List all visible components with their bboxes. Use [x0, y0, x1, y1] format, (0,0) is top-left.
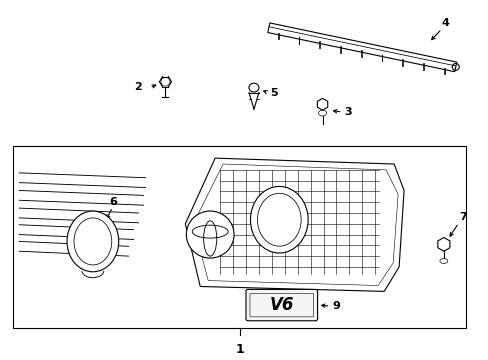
Text: 7: 7 — [458, 212, 466, 222]
Polygon shape — [193, 164, 397, 285]
FancyBboxPatch shape — [249, 293, 313, 317]
Polygon shape — [19, 190, 143, 205]
Bar — [13, 147, 465, 328]
Ellipse shape — [186, 211, 234, 258]
Text: 2: 2 — [133, 82, 141, 92]
Polygon shape — [19, 173, 145, 188]
Text: 3: 3 — [344, 107, 351, 117]
Ellipse shape — [250, 186, 307, 253]
Text: 5: 5 — [269, 87, 277, 98]
FancyBboxPatch shape — [245, 289, 317, 321]
Polygon shape — [19, 225, 133, 239]
Polygon shape — [19, 242, 128, 256]
Ellipse shape — [67, 211, 119, 272]
Text: 6: 6 — [108, 197, 117, 207]
Text: 9: 9 — [332, 301, 340, 311]
Polygon shape — [19, 208, 138, 223]
Text: 8: 8 — [204, 197, 211, 207]
Text: 4: 4 — [441, 18, 449, 28]
Text: V6: V6 — [269, 296, 293, 314]
Text: 1: 1 — [235, 343, 244, 356]
